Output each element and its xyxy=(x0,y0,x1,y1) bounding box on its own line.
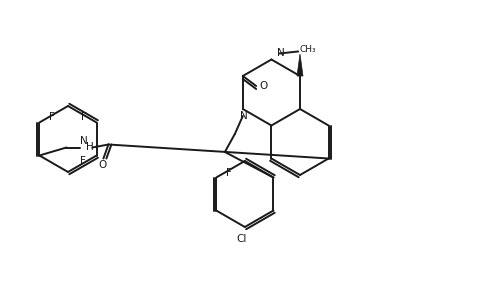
Text: F: F xyxy=(226,168,232,178)
Text: F: F xyxy=(49,113,55,123)
Text: Cl: Cl xyxy=(237,234,247,244)
Text: H: H xyxy=(86,143,94,153)
Text: F: F xyxy=(80,156,86,165)
Text: F: F xyxy=(81,113,87,123)
Polygon shape xyxy=(297,54,303,76)
Text: CH₃: CH₃ xyxy=(300,45,317,54)
Text: N: N xyxy=(240,111,248,121)
Text: N: N xyxy=(277,49,284,59)
Text: O: O xyxy=(259,81,267,91)
Text: N: N xyxy=(80,137,87,146)
Text: O: O xyxy=(98,160,106,171)
